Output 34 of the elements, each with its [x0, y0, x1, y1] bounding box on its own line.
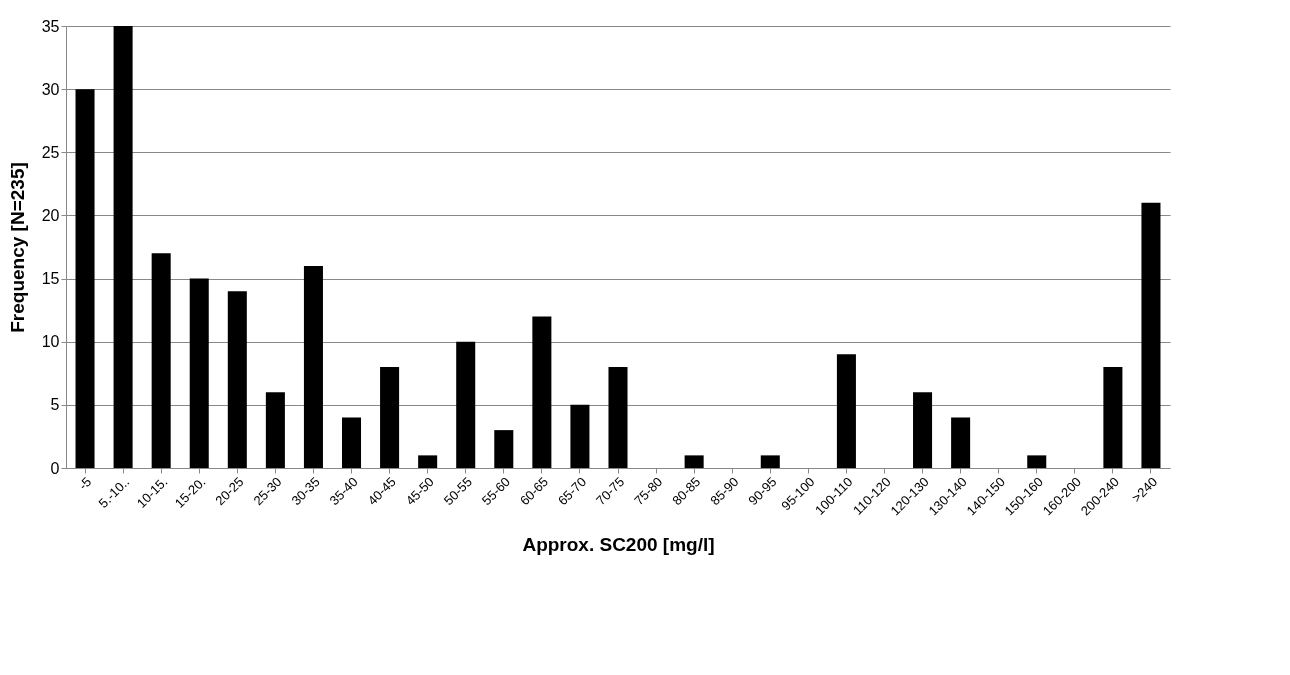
bar: [342, 417, 362, 468]
x-axis-title: Approx. SC200 [mg/l]: [522, 534, 715, 556]
y-tick-label: 25: [41, 143, 60, 161]
bar: [760, 455, 780, 468]
bar: [1141, 202, 1161, 468]
bar: [265, 392, 285, 468]
bar: [836, 354, 856, 468]
bar: [227, 291, 247, 468]
bar: [608, 366, 628, 468]
y-tick-label: 10: [41, 333, 60, 351]
y-axis-title: Frequency [N=235]: [6, 162, 28, 333]
y-tick-label: 30: [41, 80, 60, 98]
bar: [1103, 366, 1123, 468]
bar: [380, 366, 400, 468]
y-tick-label: 0: [50, 459, 60, 477]
bar: [75, 89, 95, 468]
bar: [151, 253, 171, 468]
bar: [189, 278, 209, 468]
y-tick-label: 15: [41, 270, 60, 288]
bar: [1027, 455, 1047, 468]
bar: [418, 455, 438, 468]
bar: [494, 430, 514, 468]
y-tick-label: 5: [50, 396, 60, 414]
bar: [113, 26, 133, 468]
bar: [684, 455, 704, 468]
x-tick-label: -5: [75, 474, 95, 493]
bar: [303, 265, 323, 468]
bar: [456, 341, 476, 468]
y-tick-label: 20: [41, 206, 60, 224]
bar: [951, 417, 971, 468]
bar: [913, 392, 933, 468]
bar: [570, 404, 590, 468]
y-tick-label: 35: [41, 17, 60, 35]
bar: [532, 316, 552, 468]
